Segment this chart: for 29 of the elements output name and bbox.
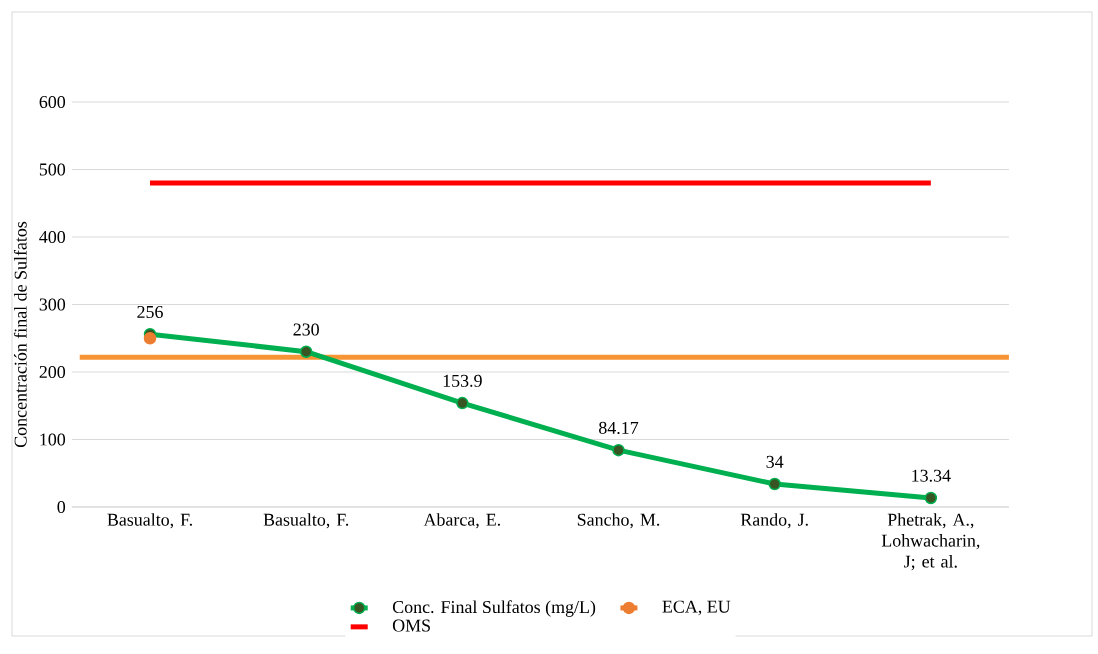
data-label: 230 <box>293 323 319 336</box>
y-tick-label: 500 <box>39 163 66 176</box>
y-tick-label: 300 <box>39 298 66 311</box>
point <box>143 331 157 345</box>
data-label: 34 <box>766 455 784 468</box>
x-tick-label: Sancho, M. <box>577 513 660 529</box>
point <box>612 443 625 457</box>
data-label: 256 <box>137 305 163 319</box>
point <box>299 345 313 358</box>
x-tick-label: Phetrak, A., Lohwacharin, J; et al. <box>881 513 980 571</box>
point <box>924 491 938 505</box>
x-tick-label: Abarca, E. <box>423 513 500 529</box>
data-label: 13.34 <box>912 469 951 482</box>
legend-label: ECA, EU <box>662 600 731 616</box>
y-tick-label: 600 <box>39 95 66 109</box>
y-tick-label: 100 <box>40 433 66 446</box>
y-tick-label: 400 <box>39 230 66 244</box>
point <box>768 477 781 491</box>
data-label: 153.9 <box>443 374 482 387</box>
legend-label: Conc. Final Sulfatos (mg/L) <box>392 600 596 617</box>
legend-label: OMS <box>392 619 430 632</box>
y-tick-label: 0 <box>57 500 66 514</box>
data-label: 84.17 <box>599 421 639 434</box>
point <box>456 396 469 410</box>
x-tick-label: Basualto, F. <box>107 513 192 529</box>
x-tick-label: Basualto, F. <box>263 513 349 529</box>
y-tick-label: 200 <box>39 365 66 379</box>
y-axis-title: Concentración final de Sulfatos <box>13 221 27 448</box>
x-tick-label: Rando, J. <box>740 513 808 529</box>
